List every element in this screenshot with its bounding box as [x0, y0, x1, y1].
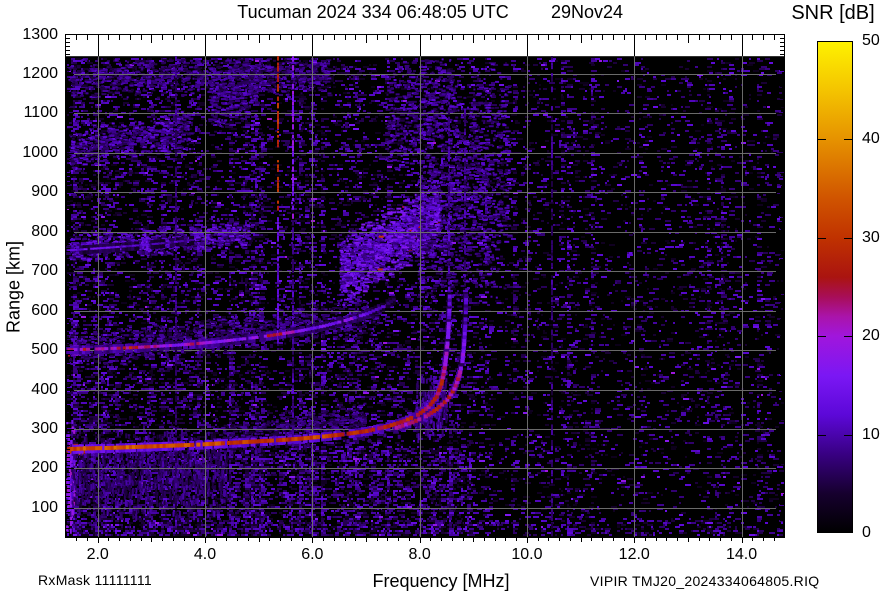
x-axis-tick-label: 10.0: [511, 546, 543, 563]
x-axis-title: Frequency [MHz]: [372, 571, 510, 591]
y-axis-tick-label: 200: [31, 459, 58, 477]
colorbar-tick-label: 50: [862, 32, 880, 49]
y-axis-tick-label: 1000: [22, 143, 58, 161]
x-axis-tick-label: 8.0: [408, 546, 431, 563]
y-axis-tick-label: 600: [31, 301, 58, 319]
y-axis-tick-label: 400: [31, 380, 58, 398]
colorbar-gradient: [817, 41, 853, 533]
colorbar-tick-label: 0: [862, 524, 871, 541]
page-title: Tucuman 2024 334 06:48:05 UTC: [237, 2, 509, 22]
date-label: 29Nov24: [550, 2, 624, 22]
x-axis-tick-label: 12.0: [618, 546, 650, 563]
colorbar-tick-label: 40: [862, 130, 880, 148]
x-axis-tick-label: 4.0: [193, 546, 217, 563]
colorbar-tick-label: 30: [862, 228, 880, 246]
y-axis-tick-label: 1100: [23, 104, 58, 122]
y-axis-tick-label: 1300: [22, 25, 58, 43]
y-axis-tick-label: 300: [31, 420, 58, 437]
y-axis-tick-label: 500: [31, 341, 58, 359]
colorbar-tick-label: 10: [862, 425, 880, 443]
y-axis-tick-label: 800: [31, 222, 58, 240]
ionogram-plot-canvas: [65, 34, 785, 546]
x-axis-tick-label: 6.0: [301, 546, 324, 563]
colorbar-tick-label: 20: [862, 327, 880, 345]
file-name-label: VIPIR TMJ20_2024334064805.RIQ: [590, 573, 820, 589]
x-axis-tick-label: 2.0: [86, 546, 109, 563]
y-axis-tick-label: 1200: [22, 64, 58, 82]
y-axis-tick-label: 700: [31, 262, 58, 280]
y-axis-tick-label: 100: [31, 498, 58, 516]
x-axis-tick-label: 14.0: [725, 546, 758, 563]
rxmask-label: RxMask 11111111: [38, 572, 152, 588]
y-axis-tick-label: 900: [31, 183, 58, 201]
colorbar-title: SNR [dB]: [791, 2, 875, 24]
